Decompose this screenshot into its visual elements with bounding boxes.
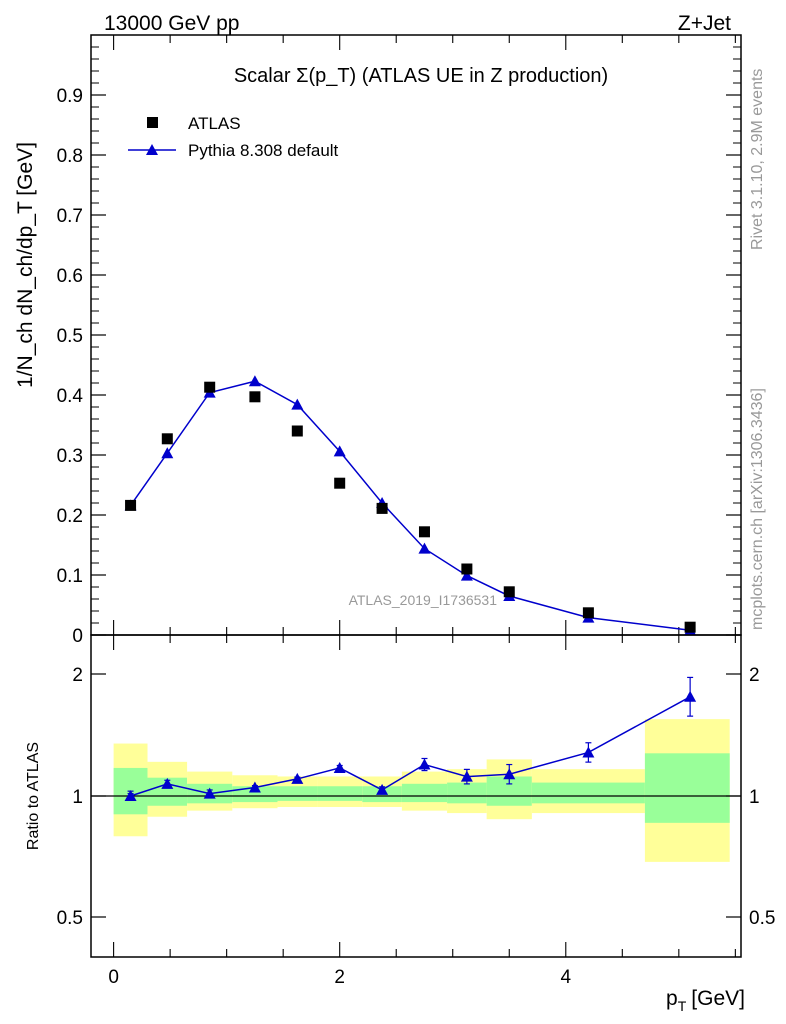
ratio-y-tick-label-left: 0.5 — [57, 908, 83, 929]
ratio-point — [503, 768, 516, 780]
legend: ATLAS Pythia 8.308 default — [128, 114, 339, 160]
pythia-point — [248, 375, 261, 387]
ratio-point — [124, 790, 137, 801]
inner-band — [447, 782, 487, 804]
inner-band — [277, 786, 318, 801]
inner-band — [317, 786, 363, 801]
chart-title: Scalar Σ(p_T) (ATLAS UE in Z production) — [234, 65, 608, 87]
y-tick-label: 0.7 — [57, 206, 83, 227]
main-y-axis-label: 1/N_ch dN_ch/dp_T [GeV] — [14, 142, 37, 388]
inner-band — [401, 783, 448, 803]
atlas-point — [161, 433, 173, 445]
energy-label: 13000 GeV pp — [104, 12, 239, 35]
y-tick-label: 0.8 — [57, 146, 83, 167]
ratio-series — [124, 676, 697, 801]
atlas-point — [503, 586, 515, 598]
ratio-x-axis: 0 2 4 — [108, 635, 736, 988]
ratio-point — [248, 781, 261, 793]
atlas-point — [461, 563, 473, 575]
ratio-y-tick-label-right: 1 — [749, 787, 760, 808]
y-tick-label: 0.1 — [57, 566, 83, 587]
ratio-line — [130, 696, 691, 797]
atlas-point — [125, 499, 137, 511]
legend-marker-atlas — [147, 117, 158, 128]
main-panel: 0 0.1 0.2 0.3 0.4 0.5 0.6 0.7 0.8 0.9 Scalar Σ(p_… — [14, 34, 742, 647]
mcplots-label: mcplots.cern.ch [arXiv:1306.3436] — [749, 388, 766, 630]
uncertainty-bands — [113, 719, 730, 862]
y-tick-label: 0.2 — [57, 506, 83, 527]
main-y-axis: 0 0.1 0.2 0.3 0.4 0.5 0.6 0.7 0.8 0.9 — [57, 46, 741, 647]
ratio-y-axis: 0.5 0.5 1 1 2 2 — [57, 665, 776, 929]
ratio-panel: 0.5 0.5 1 1 2 2 0 2 4 Ratio to ATLAS pT [GeV] — [25, 634, 776, 1014]
ratio-point — [291, 772, 304, 784]
atlas-point — [582, 607, 594, 619]
y-tick-label: 0.6 — [57, 266, 83, 287]
ratio-y-tick-label-left: 2 — [72, 665, 83, 686]
ratio-y-axis-label: Ratio to ATLAS — [25, 742, 42, 850]
inner-band — [531, 782, 645, 804]
ratio-y-tick-label-right: 2 — [749, 665, 760, 686]
x-tick-label: 0 — [108, 967, 119, 988]
x-tick-label: 4 — [560, 967, 571, 988]
y-tick-label: 0 — [72, 626, 83, 647]
analysis-watermark: ATLAS_2019_I1736531 — [349, 592, 498, 608]
x-tick-label: 2 — [334, 967, 345, 988]
pythia-point — [291, 398, 304, 410]
x-axis-label: pT [GeV] — [666, 987, 745, 1014]
ratio-point — [460, 770, 473, 782]
inner-band — [232, 786, 278, 803]
process-label: Z+Jet — [678, 12, 731, 35]
ratio-point — [333, 761, 346, 773]
atlas-point — [376, 502, 388, 514]
inner-band — [644, 753, 730, 823]
y-tick-label: 0.9 — [57, 86, 83, 107]
pythia-line — [129, 380, 691, 631]
legend-marker-pythia — [146, 144, 158, 155]
pythia-point — [161, 447, 174, 459]
pythia-point — [333, 445, 346, 457]
main-x-ticks — [113, 35, 736, 635]
ratio-point — [418, 758, 431, 770]
atlas-point — [334, 477, 346, 489]
y-tick-label: 0.5 — [57, 326, 83, 347]
atlas-point — [204, 381, 216, 393]
atlas-point — [684, 621, 696, 633]
atlas-point — [418, 526, 430, 538]
ratio-y-tick-label-right: 0.5 — [749, 908, 775, 929]
ratio-point — [203, 787, 216, 799]
atlas-point — [249, 391, 261, 403]
ratio-point — [376, 783, 389, 795]
ratio-point — [684, 690, 697, 702]
rivet-version-label: Rivet 3.1.10, 2.9M events — [749, 69, 766, 250]
legend-label-atlas: ATLAS — [188, 114, 241, 133]
y-tick-label: 0.4 — [57, 386, 84, 407]
legend-label-pythia: Pythia 8.308 default — [188, 141, 339, 160]
ratio-point — [582, 746, 595, 758]
ratio-point — [161, 777, 174, 789]
atlas-point — [291, 425, 303, 437]
main-series — [124, 375, 697, 636]
ratio-y-tick-label-left: 1 — [72, 787, 83, 808]
y-tick-label: 0.3 — [57, 446, 83, 467]
pythia-point — [418, 542, 431, 554]
pythia-point — [460, 569, 473, 581]
